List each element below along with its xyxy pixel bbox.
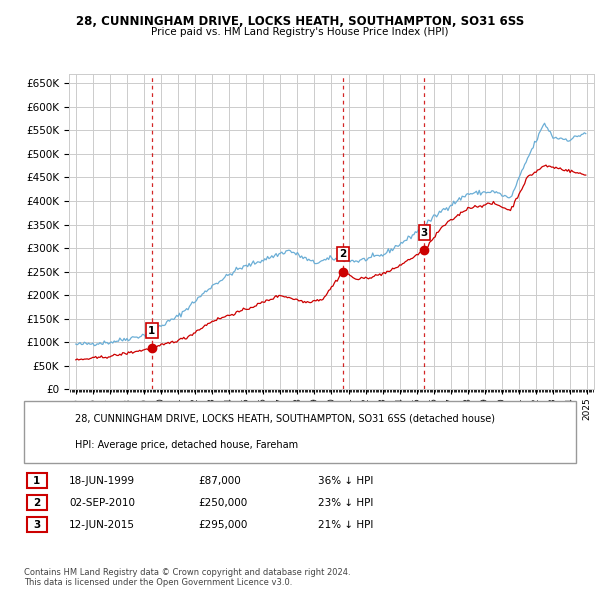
Text: 02-SEP-2010: 02-SEP-2010 xyxy=(69,498,135,507)
Text: 28, CUNNINGHAM DRIVE, LOCKS HEATH, SOUTHAMPTON, SO31 6SS (detached house): 28, CUNNINGHAM DRIVE, LOCKS HEATH, SOUTH… xyxy=(75,414,495,424)
Text: 3: 3 xyxy=(421,228,428,238)
Text: 21% ↓ HPI: 21% ↓ HPI xyxy=(318,520,373,529)
Text: 12-JUN-2015: 12-JUN-2015 xyxy=(69,520,135,529)
Text: 18-JUN-1999: 18-JUN-1999 xyxy=(69,476,135,486)
Text: 2: 2 xyxy=(339,249,347,259)
Text: £87,000: £87,000 xyxy=(198,476,241,486)
Text: 3: 3 xyxy=(33,520,41,529)
Text: 1: 1 xyxy=(33,476,41,486)
Text: £295,000: £295,000 xyxy=(198,520,247,529)
Text: HPI: Average price, detached house, Fareham: HPI: Average price, detached house, Fare… xyxy=(75,440,298,450)
Text: 28, CUNNINGHAM DRIVE, LOCKS HEATH, SOUTHAMPTON, SO31 6SS: 28, CUNNINGHAM DRIVE, LOCKS HEATH, SOUTH… xyxy=(76,15,524,28)
Text: Contains HM Land Registry data © Crown copyright and database right 2024.
This d: Contains HM Land Registry data © Crown c… xyxy=(24,568,350,587)
Text: 23% ↓ HPI: 23% ↓ HPI xyxy=(318,498,373,507)
Text: £250,000: £250,000 xyxy=(198,498,247,507)
Text: 2: 2 xyxy=(33,498,41,507)
Text: 1: 1 xyxy=(148,326,155,336)
Text: Price paid vs. HM Land Registry's House Price Index (HPI): Price paid vs. HM Land Registry's House … xyxy=(151,27,449,37)
Text: 36% ↓ HPI: 36% ↓ HPI xyxy=(318,476,373,486)
